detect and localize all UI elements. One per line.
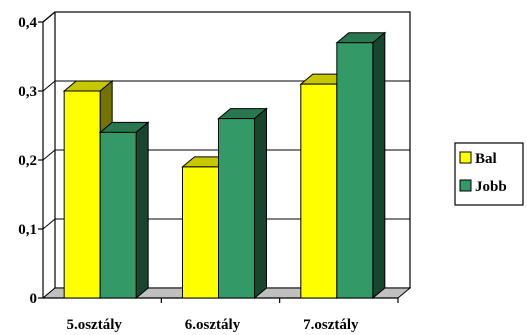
x-category-labels: 5.osztály 6.osztály 7.osztály <box>66 317 359 333</box>
y-tick-label: 0 <box>30 291 38 307</box>
x-category-label: 7.osztály <box>303 317 359 333</box>
y-tick-label: 0,1 <box>18 222 37 238</box>
bar-side-face <box>372 31 386 300</box>
bar-side-face <box>254 107 267 300</box>
bar-front-face <box>300 83 338 299</box>
side-gridline <box>42 80 56 92</box>
bar-jobb-0 <box>98 121 150 300</box>
side-gridline <box>42 149 56 161</box>
bar-front-face <box>336 42 374 299</box>
bar-front-face <box>218 118 255 299</box>
bar-jobb-1 <box>217 107 268 300</box>
bar-front-face <box>99 131 137 299</box>
bar-jobb-2 <box>335 31 387 300</box>
bar-front-face <box>63 90 101 299</box>
legend-swatch-bal <box>459 151 472 164</box>
x-category-label: 5.osztály <box>66 317 122 333</box>
x-category-label: 6.osztály <box>185 317 241 333</box>
y-tick-labels: 0 0,1 0,2 0,3 0,4 <box>18 15 37 307</box>
bars <box>62 31 387 300</box>
legend: Bal Jobb <box>454 142 524 206</box>
y-tick-label: 0,2 <box>18 153 37 169</box>
bar-side-face <box>135 121 149 300</box>
y-axis-top-edge <box>42 11 56 23</box>
side-gridline <box>42 218 56 230</box>
bar-front-face <box>182 166 219 299</box>
y-tick-label: 0,3 <box>18 84 37 100</box>
legend-label-jobb: Jobb <box>475 179 507 195</box>
y-tick-label: 0,4 <box>18 15 37 31</box>
legend-swatch-jobb <box>459 179 472 192</box>
legend-label-bal: Bal <box>475 151 497 167</box>
